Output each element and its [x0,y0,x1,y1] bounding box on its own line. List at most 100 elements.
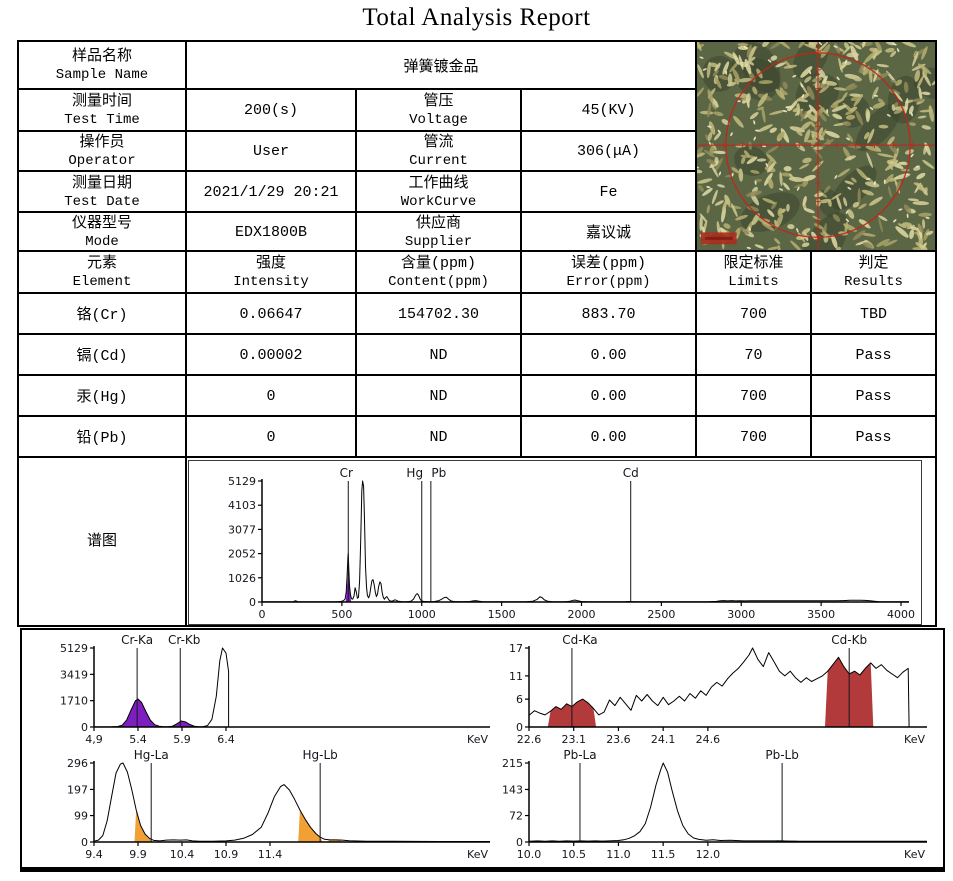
sample-name-value-cell: 弹簧镀金品 [185,39,697,91]
workcurve-value: Fe [599,183,618,201]
content-value: ND [429,428,448,446]
result-value: Pass [855,428,892,446]
table-row: 仪器型号 Mode EDX1800B 供应商 Supplier 嘉议诚 [17,211,936,253]
intensity-value: 0.00002 [239,346,303,364]
detail-charts-panel: Cr-Ka Cr-Kb 0 1710 3419 5129 4,9 5.4 5.9 6.4 KeV C… [20,628,945,872]
error-cell: 0.00 [520,333,697,377]
intensity-value: 0 [266,428,276,446]
content-cell: ND [355,415,522,459]
svg-text:Pb: Pb [431,466,446,480]
svg-text:500: 500 [331,608,352,621]
result-cell: TBD [810,292,937,336]
svg-text:0: 0 [81,836,88,849]
content-value: ND [429,387,448,405]
result-cell: Pass [810,415,937,459]
operator-label-en: Operator [68,153,136,170]
element-name-cell: 镉(Cd) [17,333,187,377]
test-time-label-cell: 测量时间 Test Time [17,88,187,133]
error-cell: 883.70 [520,292,697,336]
limits-cell: 700 [695,374,812,418]
pb-detail-chart: Pb-La Pb-Lb 0 72 143 215 10.0 10.5 11.0 11.5 12.0 K… [500,747,937,863]
mode-label-en: Mode [85,233,119,250]
header-intensity: 强度 Intensity [185,250,357,295]
spectrum-overview-chart: Cr Hg Pb Cd 0 1026 2052 3077 4103 5129 0 500 1000 150… [188,459,922,625]
result-cell: Pass [810,374,937,418]
mode-label-cn: 仪器型号 [71,214,132,232]
error-value: 0.00 [590,387,627,405]
element-name: 汞(Hg) [76,389,128,407]
svg-text:99: 99 [74,810,88,823]
test-time-value-cell: 200(s) [185,88,357,133]
result-cell: Pass [810,333,937,377]
content-cell: ND [355,374,522,418]
svg-text:5.4: 5.4 [129,733,147,746]
svg-text:17: 17 [509,642,523,655]
operator-label-cn: 操作员 [79,134,125,152]
header-error-cn: 误差(ppm) [570,255,646,273]
workcurve-label-cn: 工作曲线 [408,174,469,192]
limits-value: 700 [739,387,767,405]
cd-detail-chart: Cd-Ka Cd-Kb 0 6 11 17 22.6 23.1 23.6 24.1 24.6 KeV [500,632,937,748]
test-date-label-cn: 测量日期 [71,174,132,192]
svg-text:296: 296 [67,757,88,770]
result-value: Pass [855,346,892,364]
svg-text:KeV: KeV [467,733,488,746]
spectrum-label-cell: 谱图 [17,456,187,628]
svg-text:Pb-La: Pb-La [563,748,596,762]
voltage-value-cell: 45(KV) [520,88,697,133]
spectrum-row: 谱图 Cr Hg Pb Cd 0 1026 2052 3077 4103 5129 0 500 1000… [17,456,937,628]
svg-text:4000: 4000 [887,608,915,621]
svg-text:2000: 2000 [568,608,596,621]
table-row: 测量日期 Test Date 2021/1/29 20:21 工作曲线 Work… [17,170,936,214]
mode-value: EDX1800B [234,223,307,241]
element-name: 镉(Cd) [76,348,128,366]
voltage-label-cell: 管压 Voltage [355,88,522,133]
header-content: 含量(ppm) Content(ppm) [355,250,522,295]
svg-text:9.9: 9.9 [129,848,147,861]
svg-text:1500: 1500 [488,608,516,621]
svg-text:2052: 2052 [228,547,256,560]
test-date-value-cell: 2021/1/29 20:21 [185,170,357,214]
svg-text:0: 0 [259,608,266,621]
operator-value-cell: User [185,130,357,173]
operator-label-cell: 操作员 Operator [17,130,187,173]
svg-text:9.4: 9.4 [85,848,103,861]
sample-photo-cell [695,39,937,253]
error-value: 883.70 [581,305,636,323]
page-title: Total Analysis Report [362,4,591,31]
error-value: 0.00 [590,346,627,364]
sample-name-value: 弹簧镀金品 [403,58,479,76]
test-time-label-en: Test Time [64,112,140,129]
limits-cell: 70 [695,333,812,377]
svg-text:215: 215 [502,757,523,770]
voltage-label-cn: 管压 [423,93,454,111]
supplier-value-cell: 嘉议诚 [520,211,697,253]
test-date-label-cell: 测量日期 Test Date [17,170,187,214]
svg-text:5129: 5129 [228,475,256,488]
header-intensity-cn: 强度 [255,255,286,273]
result-value: Pass [855,387,892,405]
svg-text:23.6: 23.6 [606,733,631,746]
svg-text:10.4: 10.4 [170,848,195,861]
limits-value: 700 [739,305,767,323]
svg-text:23.1: 23.1 [561,733,586,746]
current-label-cn: 管流 [423,134,454,152]
svg-text:12.0: 12.0 [696,848,721,861]
svg-text:24.6: 24.6 [696,733,721,746]
spectrum-chart-cell: Cr Hg Pb Cd 0 1026 2052 3077 4103 5129 0 500 1000 150… [185,456,937,628]
svg-text:KeV: KeV [904,733,925,746]
header-results-cn: 判定 [858,255,889,273]
cr-detail-chart: Cr-Ka Cr-Kb 0 1710 3419 5129 4,9 5.4 5.9 6.4 KeV [28,632,496,748]
svg-text:4103: 4103 [228,499,256,512]
error-cell: 0.00 [520,374,697,418]
header-limits-en: Limits [728,274,779,291]
element-name-cell: 铬(Cr) [17,292,187,336]
svg-text:Cd: Cd [623,466,639,480]
svg-text:3000: 3000 [727,608,755,621]
svg-text:10.0: 10.0 [517,848,542,861]
test-time-label-cn: 测量时间 [71,93,132,111]
svg-text:72: 72 [509,810,523,823]
sample-name-label-cell: 样品名称 Sample Name [17,39,187,91]
current-label-en: Current [409,153,468,170]
header-results-en: Results [844,274,903,291]
